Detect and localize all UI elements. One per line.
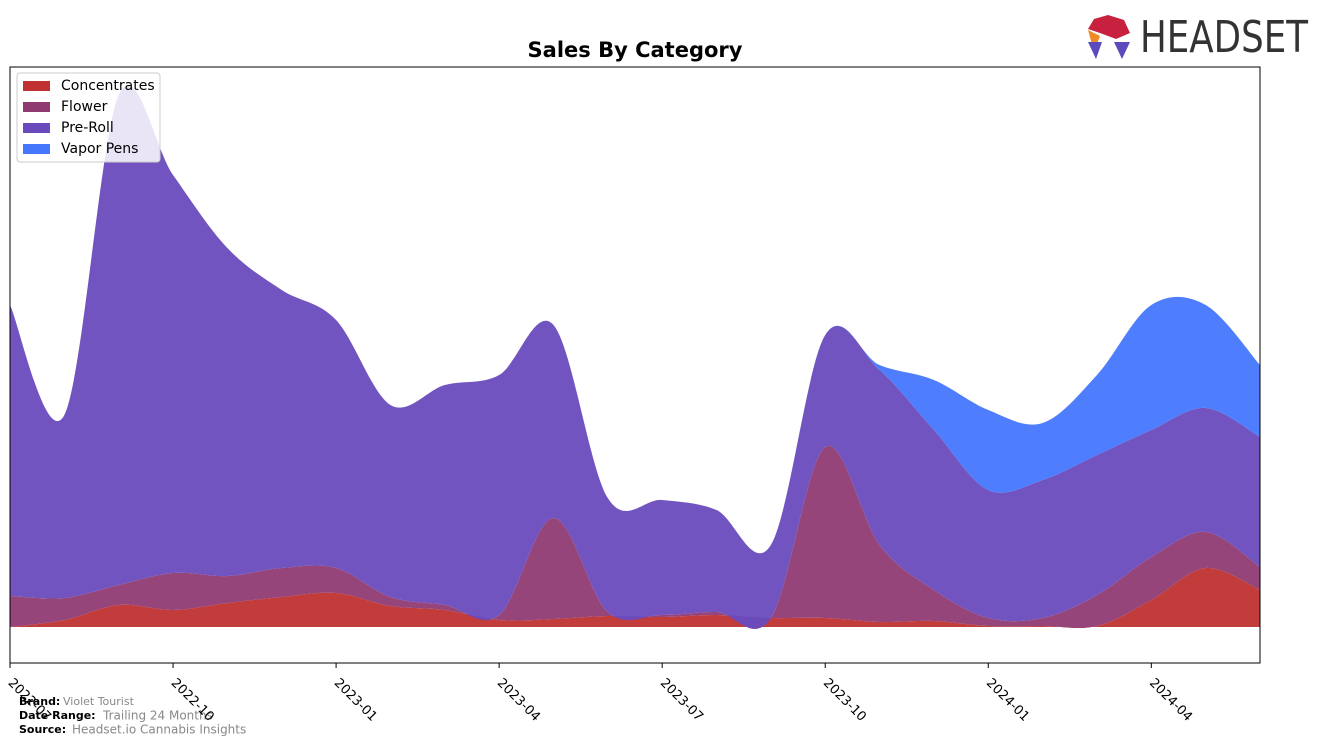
- legend-swatch: [23, 102, 50, 112]
- x-tick-label: 2023-01: [331, 676, 380, 725]
- area: [10, 567, 1260, 628]
- logo: HEADSET: [1088, 12, 1308, 63]
- x-tick-label: 2023-07: [657, 676, 706, 725]
- footer-label: Brand:: [19, 695, 60, 708]
- legend-swatch: [23, 144, 50, 154]
- plot-border: [9, 66, 1261, 664]
- logo-icon: [1114, 42, 1130, 59]
- logo-icon: [1088, 15, 1130, 39]
- footer-value: Violet Tourist: [63, 695, 135, 708]
- legend-label: Vapor Pens: [61, 141, 138, 157]
- logo-text: HEADSET: [1140, 12, 1308, 63]
- footer-label: Source:: [19, 723, 66, 736]
- logo-icon: [1088, 42, 1102, 59]
- logo-icon: [1088, 30, 1100, 52]
- x-tick-label: 2023-04: [494, 676, 543, 725]
- x-tick-label: 2024-01: [983, 676, 1032, 725]
- legend-label: Pre-Roll: [61, 120, 114, 136]
- area: [10, 445, 1260, 629]
- legend-swatch: [23, 123, 50, 133]
- chart-title: Sales By Category: [528, 38, 743, 62]
- x-tick-label: 2023-10: [820, 676, 869, 725]
- footer-label: Date Range:: [19, 709, 96, 722]
- area: [10, 85, 1260, 629]
- footer-value: Trailing 24 Months: [102, 709, 213, 723]
- area: [10, 85, 1260, 554]
- legend-swatch: [23, 81, 50, 91]
- legend-box: [16, 72, 161, 163]
- legend-label: Flower: [61, 99, 108, 115]
- legend-label: Concentrates: [61, 78, 155, 94]
- footer-value: Headset.io Cannabis Insights: [72, 723, 246, 737]
- x-tick-label: 2024-04: [1146, 676, 1195, 725]
